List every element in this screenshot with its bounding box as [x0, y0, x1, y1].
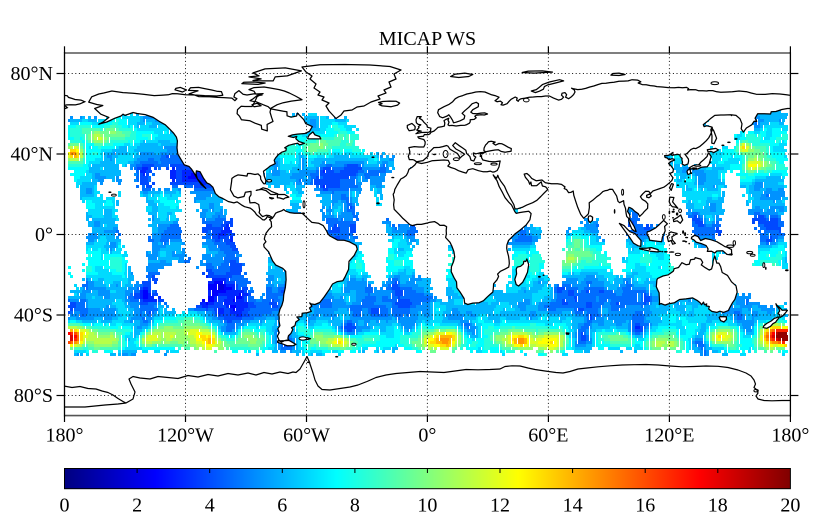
svg-text:60°W: 60°W [283, 425, 330, 447]
svg-text:60°E: 60°E [528, 425, 568, 447]
svg-text:0: 0 [60, 495, 70, 517]
svg-text:0°: 0° [418, 425, 436, 447]
svg-text:80°S: 80°S [14, 385, 53, 407]
svg-text:180°: 180° [46, 425, 84, 447]
svg-text:18: 18 [708, 495, 728, 517]
svg-text:4: 4 [205, 495, 215, 517]
svg-text:120°W: 120°W [157, 425, 214, 447]
svg-text:MICAP WS: MICAP WS [379, 28, 476, 50]
svg-text:120°E: 120°E [644, 425, 694, 447]
svg-text:40°N: 40°N [11, 144, 53, 166]
svg-text:20: 20 [780, 495, 800, 517]
svg-text:14: 14 [563, 495, 583, 517]
svg-text:180°: 180° [771, 425, 809, 447]
svg-text:12: 12 [490, 495, 510, 517]
svg-text:0°: 0° [35, 224, 53, 246]
svg-text:40°S: 40°S [14, 305, 53, 327]
svg-text:16: 16 [635, 495, 655, 517]
svg-text:6: 6 [277, 495, 287, 517]
svg-text:10: 10 [417, 495, 437, 517]
svg-text:80°N: 80°N [11, 63, 53, 85]
svg-text:8: 8 [350, 495, 360, 517]
svg-text:2: 2 [132, 495, 142, 517]
